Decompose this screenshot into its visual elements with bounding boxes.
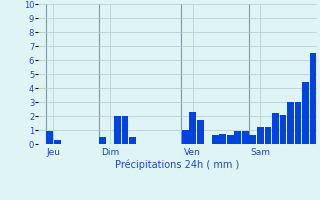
- Bar: [295, 102, 301, 144]
- Bar: [280, 115, 286, 144]
- Bar: [46, 131, 53, 144]
- Bar: [114, 116, 121, 144]
- Bar: [257, 127, 264, 144]
- Bar: [242, 131, 249, 144]
- Bar: [122, 116, 128, 144]
- Bar: [189, 112, 196, 144]
- Bar: [212, 135, 219, 144]
- Bar: [302, 82, 309, 144]
- Bar: [250, 135, 256, 144]
- Bar: [287, 102, 294, 144]
- Bar: [182, 130, 188, 144]
- Bar: [129, 137, 136, 144]
- Bar: [99, 137, 106, 144]
- Bar: [310, 53, 316, 144]
- Bar: [220, 134, 226, 144]
- X-axis label: Précipitations 24h ( mm ): Précipitations 24h ( mm ): [116, 160, 240, 170]
- Bar: [197, 119, 204, 144]
- Bar: [227, 135, 234, 144]
- Bar: [54, 140, 60, 144]
- Bar: [235, 131, 241, 144]
- Bar: [272, 113, 279, 144]
- Bar: [265, 127, 271, 144]
